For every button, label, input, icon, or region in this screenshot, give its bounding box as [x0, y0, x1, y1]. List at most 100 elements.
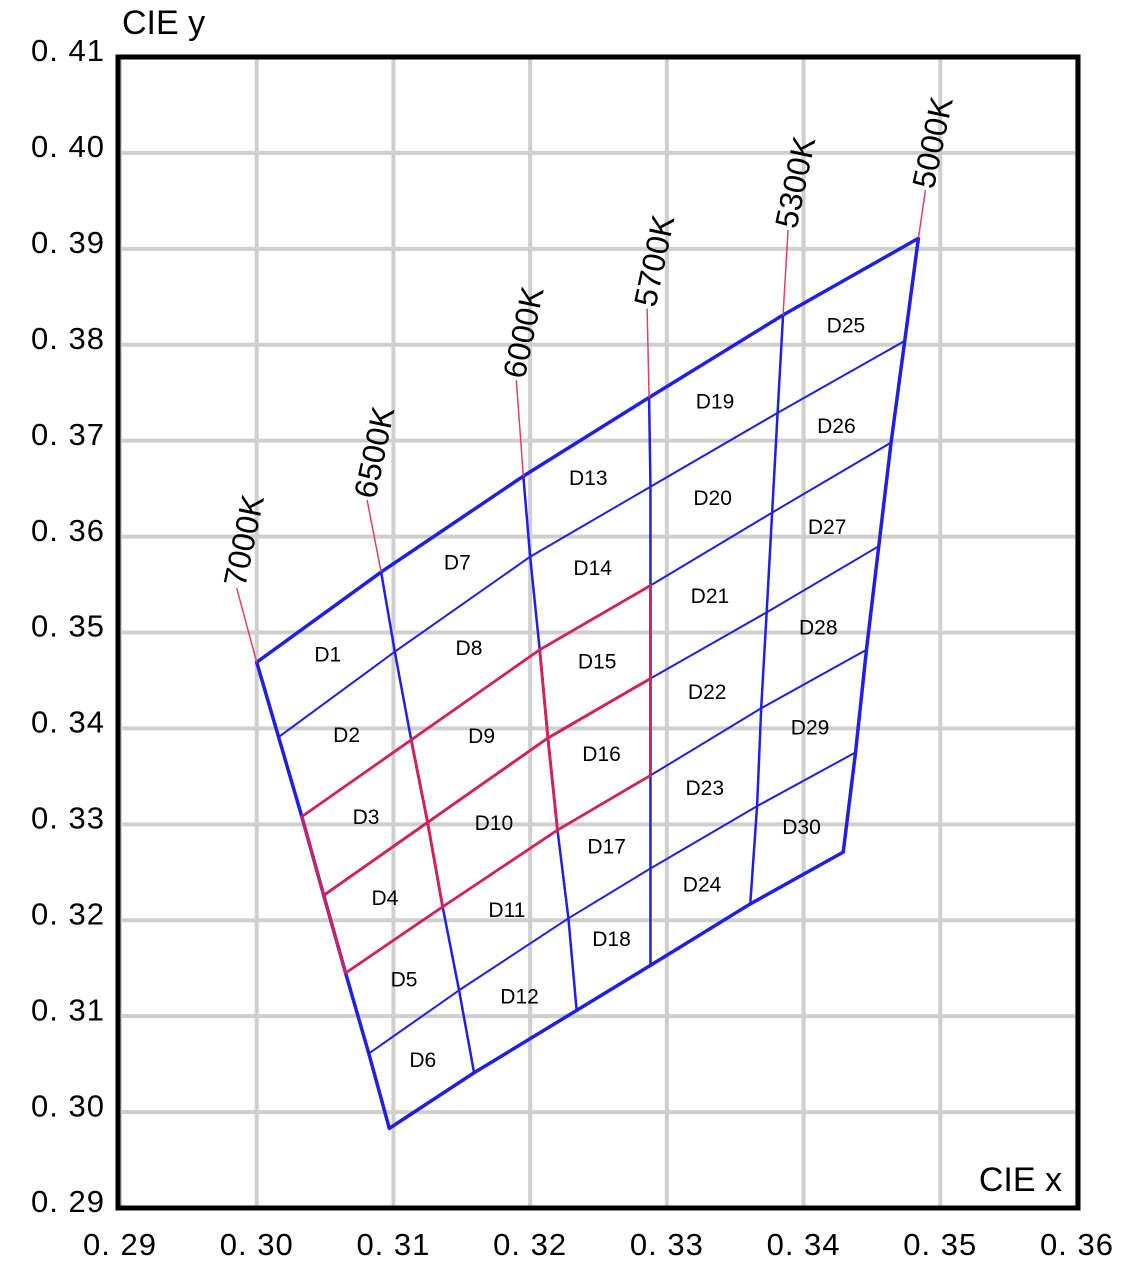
- y-axis-label: CIE y: [122, 4, 205, 42]
- row-line: [254, 570, 383, 664]
- row-line: [649, 611, 768, 680]
- highlight-edge: [546, 677, 652, 740]
- row-line: [379, 474, 526, 574]
- x-tick-label: 0. 34: [767, 1227, 841, 1262]
- row-line: [529, 485, 652, 558]
- x-tick-label: 0. 29: [83, 1227, 157, 1262]
- y-tick-label: 0. 36: [31, 513, 105, 548]
- row-line: [567, 867, 652, 920]
- bin-label: D20: [693, 487, 732, 510]
- bin-label: D23: [686, 777, 725, 800]
- highlight-edge: [538, 648, 550, 740]
- bin-label: D3: [353, 806, 380, 829]
- cct-label: 5700K: [627, 212, 681, 310]
- leader-line: [515, 380, 525, 477]
- y-tick-label: 0. 38: [31, 321, 105, 356]
- row-line: [574, 963, 653, 1013]
- row-line: [781, 236, 921, 317]
- row-line: [649, 511, 774, 587]
- bin-label: D9: [468, 725, 495, 748]
- highlight-edge: [556, 774, 652, 832]
- bin-label: D27: [808, 516, 847, 539]
- bin-label: D12: [500, 985, 539, 1008]
- row-line: [649, 707, 763, 777]
- row-line: [648, 902, 753, 968]
- row-line: [760, 648, 868, 710]
- row-line: [748, 850, 845, 906]
- x-tick-label: 0. 36: [1040, 1227, 1114, 1262]
- y-tick-label: 0. 33: [31, 801, 105, 836]
- row-line: [756, 751, 857, 808]
- bin-label: D30: [782, 816, 821, 839]
- x-tick-label: 0. 35: [903, 1227, 977, 1262]
- leader-line: [917, 190, 927, 239]
- highlight-edge: [441, 828, 559, 909]
- leader-line: [235, 588, 258, 663]
- highlight-edge: [322, 893, 347, 975]
- bin-label: D6: [409, 1049, 436, 1072]
- x-tick-label: 0. 31: [356, 1227, 430, 1262]
- grid: [118, 55, 1079, 1210]
- row-line: [649, 805, 759, 870]
- highlight-edge: [300, 738, 413, 819]
- cct-label: 5300K: [768, 133, 822, 231]
- bin-label: D22: [688, 681, 727, 704]
- bin-mesh: [254, 236, 921, 1131]
- highlight-edge: [409, 648, 542, 742]
- row-line: [393, 555, 532, 653]
- leader-line: [366, 499, 382, 573]
- x-tick-label: 0. 33: [630, 1227, 704, 1262]
- y-tick-label: 0. 29: [31, 1184, 105, 1219]
- bin-label: D14: [573, 557, 612, 580]
- bin-label: D26: [817, 415, 856, 438]
- x-axis-label: CIE x: [979, 1161, 1062, 1199]
- y-tick-label: 0. 31: [31, 992, 105, 1027]
- row-line: [387, 1071, 476, 1131]
- y-tick-label: 0. 34: [31, 705, 105, 740]
- row-line: [649, 411, 779, 488]
- highlight-edge: [322, 821, 430, 897]
- row-line: [647, 313, 785, 400]
- bin-label: D11: [488, 899, 525, 922]
- bin-label: D4: [371, 887, 398, 910]
- y-tick-label: 0. 41: [31, 33, 105, 68]
- labels: 0. 29 0. 30 0. 31 0. 32 0. 33 0. 34 0. 35 0. 36…: [31, 33, 1114, 1262]
- x-tick-label: 0. 32: [493, 1227, 567, 1262]
- row-line: [771, 441, 893, 514]
- bin-label: D8: [456, 637, 483, 660]
- bin-label: D17: [587, 836, 626, 859]
- highlight-edge: [344, 905, 445, 975]
- bin-label: D19: [696, 391, 735, 414]
- leader-line: [646, 308, 650, 398]
- cct-label: 5000K: [905, 94, 959, 192]
- y-tick-label: 0. 35: [31, 609, 105, 644]
- y-tick-label: 0. 30: [31, 1088, 105, 1123]
- row-line: [521, 395, 651, 478]
- highlight-edge: [300, 815, 326, 897]
- row-line: [458, 917, 570, 992]
- bin-label: D18: [592, 928, 631, 951]
- cct-line: [749, 314, 785, 905]
- bin-label: D2: [333, 724, 360, 747]
- bin-label: D1: [314, 643, 341, 666]
- x-tick-label: 0. 30: [220, 1227, 294, 1262]
- bin-label: D21: [691, 585, 730, 608]
- bin-label: D10: [475, 812, 514, 835]
- bin-label: D13: [569, 467, 608, 490]
- leader-line: [782, 229, 789, 316]
- bin-label: D29: [791, 717, 830, 740]
- bin-label: D25: [827, 314, 866, 337]
- bin-label: D28: [799, 617, 838, 640]
- bin-label: D7: [444, 552, 471, 575]
- row-line: [776, 339, 906, 414]
- y-tick-label: 0. 39: [31, 225, 105, 260]
- highlight-edge: [426, 736, 550, 824]
- highlight-edge: [546, 736, 559, 832]
- row-line: [367, 989, 461, 1055]
- cct-label: 6000K: [496, 283, 550, 381]
- row-line: [765, 545, 880, 614]
- bin-label: D24: [683, 874, 722, 897]
- y-tick-label: 0. 37: [31, 417, 105, 452]
- y-tick-label: 0. 32: [31, 896, 105, 931]
